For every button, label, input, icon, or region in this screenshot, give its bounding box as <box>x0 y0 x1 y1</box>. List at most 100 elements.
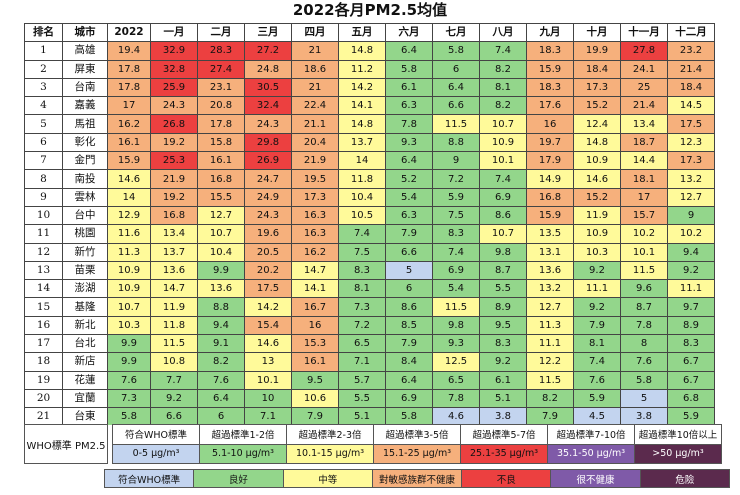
month-value-cell: 10.4 <box>197 242 245 262</box>
city-cell: 宜蘭 <box>62 388 108 409</box>
month-value-cell: 5.1 <box>479 388 527 409</box>
month-value-cell: 17 <box>620 187 668 207</box>
annual-value-cell: 9.9 <box>107 334 151 354</box>
month-value-cell: 13.4 <box>150 224 198 244</box>
month-value-cell: 25.3 <box>150 151 198 171</box>
month-value-cell: 9.5 <box>291 370 339 390</box>
month-value-cell: 15.9 <box>526 59 574 79</box>
month-value-cell: 13.2 <box>526 279 574 299</box>
month-value-cell: 32.8 <box>150 59 198 79</box>
pm25-table-container: 排名 城市 2022 一月 二月 三月 四月 五月 六月 七月 八月 九月 十月 十一月 十二月 1 高雄 19… <box>24 22 715 427</box>
month-value-cell: 8.2 <box>479 59 527 79</box>
city-cell: 台中 <box>62 205 108 226</box>
header-cell: 六月 <box>385 22 433 43</box>
city-cell: 馬祖 <box>62 114 108 134</box>
month-value-cell: 8.8 <box>432 132 480 153</box>
month-value-cell: 13.7 <box>150 242 198 262</box>
rank-cell: 18 <box>24 352 63 372</box>
rank-cell: 19 <box>24 370 63 390</box>
city-cell: 台東 <box>62 407 108 427</box>
table-body: 1 高雄 19.4 32.9 28.3 27.2 21 14.8 6.4 5.8 7.4 18.3 19… <box>24 41 715 427</box>
month-value-cell: 8.1 <box>338 279 386 299</box>
month-value-cell: 7.7 <box>150 370 198 390</box>
month-value-cell: 5.8 <box>385 59 433 79</box>
month-value-cell: 18.4 <box>667 77 715 98</box>
city-cell: 高雄 <box>62 41 108 61</box>
legend-range: >50 μg/m³ <box>634 443 722 464</box>
legend-category: 符合WHO標準 <box>112 424 200 445</box>
month-value-cell: 17.6 <box>526 96 574 116</box>
month-value-cell: 10.7 <box>479 224 527 244</box>
rank-cell: 20 <box>24 388 63 409</box>
month-value-cell: 10.2 <box>620 224 668 244</box>
month-value-cell: 8.3 <box>432 224 480 244</box>
month-value-cell: 9.2 <box>667 260 715 281</box>
aqi-legend-item: 良好 <box>193 469 284 488</box>
month-value-cell: 9 <box>432 151 480 171</box>
month-value-cell: 11.5 <box>620 260 668 281</box>
aqi-legend-item: 很不健康 <box>550 469 641 488</box>
month-value-cell: 8.2 <box>197 352 245 372</box>
table-row: 21 台東 5.8 6.6 6 7.1 7.9 5.1 5.8 4.6 3.8 7.9 4.5 3.8 5.… <box>24 407 715 427</box>
month-value-cell: 11.1 <box>526 334 574 354</box>
month-value-cell: 8.7 <box>620 297 668 317</box>
month-value-cell: 5.4 <box>385 187 433 207</box>
month-value-cell: 7.2 <box>432 169 480 189</box>
month-value-cell: 14.7 <box>291 260 339 281</box>
rank-cell: 1 <box>24 41 63 61</box>
month-value-cell: 9.9 <box>197 260 245 281</box>
month-value-cell: 10.7 <box>479 114 527 134</box>
month-value-cell: 24.7 <box>244 169 292 189</box>
month-value-cell: 13.7 <box>338 132 386 153</box>
month-value-cell: 7.5 <box>338 242 386 262</box>
annual-value-cell: 7.6 <box>107 370 151 390</box>
month-value-cell: 6.1 <box>385 77 433 98</box>
month-value-cell: 11.5 <box>526 370 574 390</box>
month-value-cell: 17.3 <box>291 187 339 207</box>
rank-cell: 17 <box>24 334 63 354</box>
month-value-cell: 8.3 <box>338 260 386 281</box>
annual-value-cell: 7.3 <box>107 388 151 409</box>
header-cell: 四月 <box>291 22 339 43</box>
rank-cell: 7 <box>24 151 63 171</box>
month-value-cell: 8 <box>620 334 668 354</box>
month-value-cell: 6.8 <box>667 388 715 409</box>
month-value-cell: 24.3 <box>244 114 292 134</box>
month-value-cell: 6 <box>197 407 245 427</box>
month-value-cell: 7.8 <box>385 114 433 134</box>
month-value-cell: 6.7 <box>667 370 715 390</box>
month-value-cell: 17.5 <box>244 279 292 299</box>
month-value-cell: 21.9 <box>150 169 198 189</box>
month-value-cell: 6.4 <box>197 388 245 409</box>
rank-cell: 8 <box>24 169 63 189</box>
month-value-cell: 14.8 <box>573 132 621 153</box>
month-value-cell: 9.5 <box>479 315 527 336</box>
city-cell: 澎湖 <box>62 279 108 299</box>
table-row: 11 桃園 11.6 13.4 10.7 19.6 16.3 7.4 7.9 8.3 10.7 13.… <box>24 224 715 244</box>
month-value-cell: 18.3 <box>526 77 574 98</box>
month-value-cell: 5.2 <box>385 169 433 189</box>
month-value-cell: 7.9 <box>385 334 433 354</box>
annual-value-cell: 16.2 <box>107 114 151 134</box>
aqi-legend-item: 對敏感族群不健康 <box>371 469 463 488</box>
month-value-cell: 10.1 <box>244 370 292 390</box>
month-value-cell: 7.8 <box>432 388 480 409</box>
month-value-cell: 6.4 <box>385 41 433 61</box>
header-cell: 九月 <box>526 22 574 43</box>
city-cell: 台南 <box>62 77 108 98</box>
header-cell: 一月 <box>150 22 198 43</box>
month-value-cell: 10.8 <box>150 352 198 372</box>
header-cell: 十月 <box>573 22 621 43</box>
legend-range: 10.1-15 μg/m³ <box>286 443 374 464</box>
month-value-cell: 20.2 <box>244 260 292 281</box>
month-value-cell: 6.6 <box>385 242 433 262</box>
annual-value-cell: 14.6 <box>107 169 151 189</box>
header-cell: 城市 <box>62 22 108 43</box>
annual-value-cell: 10.3 <box>107 315 151 336</box>
month-value-cell: 9.7 <box>667 297 715 317</box>
rank-cell: 13 <box>24 260 63 281</box>
rank-cell: 12 <box>24 242 63 262</box>
month-value-cell: 9.2 <box>573 297 621 317</box>
aqi-legend-item: 危險 <box>639 469 731 488</box>
table-row: 16 新北 10.3 11.8 9.4 15.4 16 7.2 8.5 9.8 9.5 11.3 7.9… <box>24 315 715 336</box>
